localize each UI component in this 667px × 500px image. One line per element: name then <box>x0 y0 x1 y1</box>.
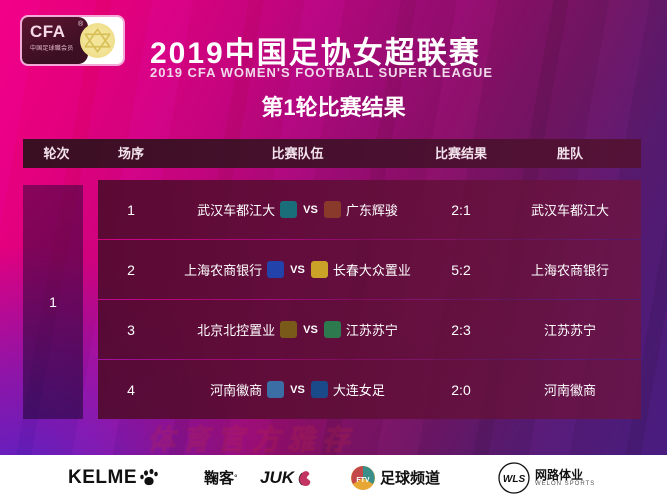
svg-text:FTV: FTV <box>356 477 370 484</box>
svg-text:WLS: WLS <box>503 474 526 485</box>
